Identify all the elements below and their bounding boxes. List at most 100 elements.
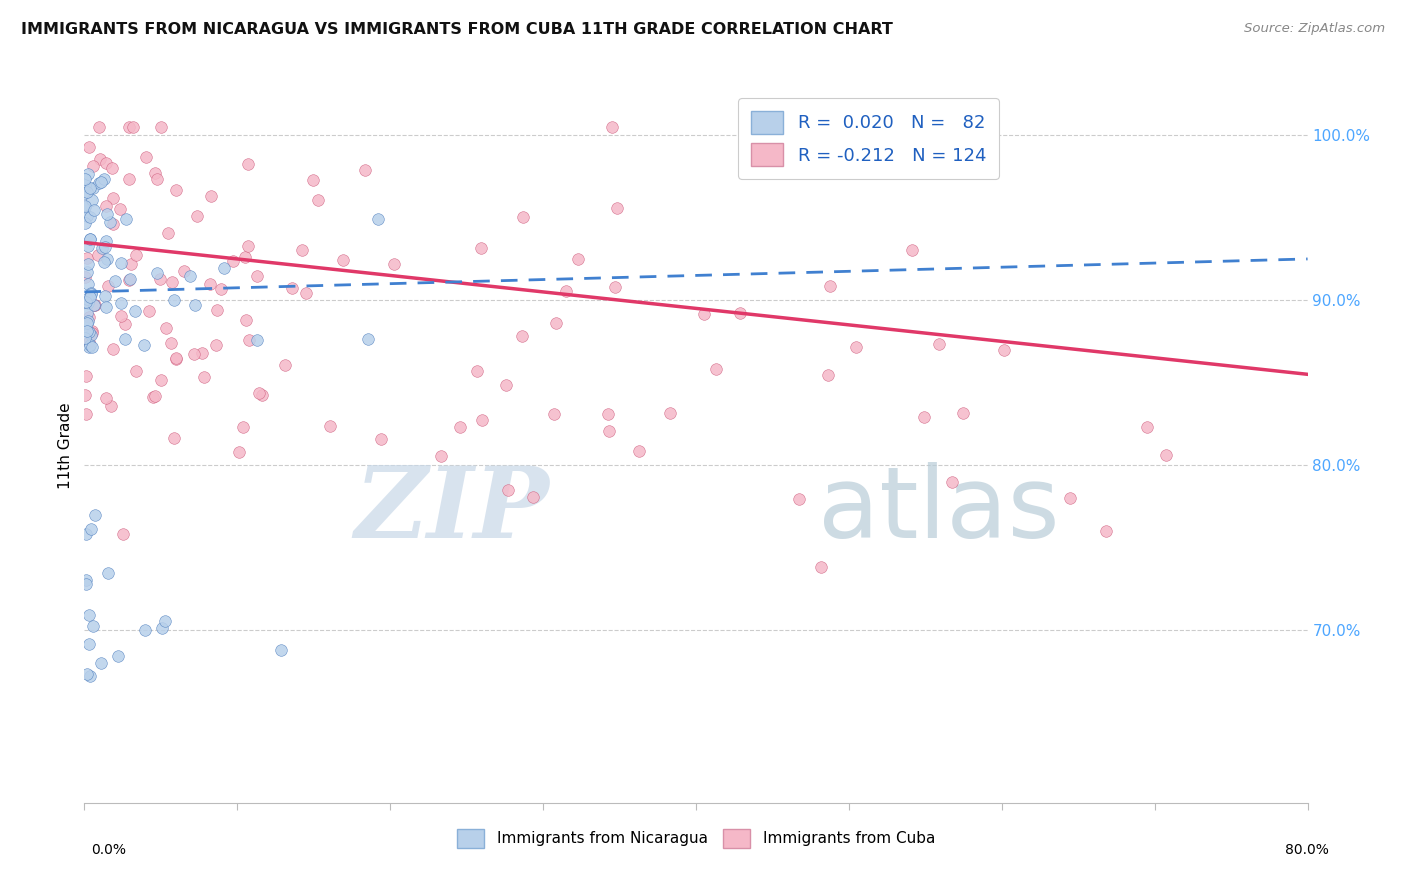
Point [228, 445, 250, 459]
Point [232, 420, 254, 434]
Point [79, 210, 101, 224]
Point [76, 316, 98, 330]
Point [153, 614, 176, 628]
Point [80, 285, 103, 300]
Point [200, 277, 222, 291]
Point [100, 399, 122, 413]
Text: 0.0%: 0.0% [91, 843, 127, 857]
Point [430, 450, 453, 464]
Point [80, 326, 103, 341]
Point [73, 186, 96, 201]
Point [165, 351, 187, 366]
Point [236, 157, 259, 171]
Point [510, 328, 533, 343]
Point [186, 209, 208, 223]
Point [77, 167, 100, 181]
Point [150, 373, 173, 387]
Point [817, 368, 839, 383]
Point [149, 272, 172, 286]
Point [125, 364, 148, 378]
Point [96, 207, 118, 221]
Point [90, 175, 112, 189]
Point [367, 212, 389, 227]
Point [93, 172, 115, 186]
Point [77, 325, 100, 339]
Point [96, 566, 118, 581]
Point [76, 186, 98, 200]
Point [470, 241, 492, 255]
Point [76, 306, 98, 320]
Point [1059, 491, 1081, 505]
Point [606, 201, 628, 215]
Point [183, 298, 205, 312]
Point [247, 385, 270, 400]
Point [120, 257, 142, 271]
Point [75, 388, 97, 402]
Point [93, 255, 115, 269]
Point [810, 560, 832, 574]
Point [114, 317, 136, 331]
Point [73, 171, 96, 186]
Point [79, 290, 101, 304]
Point [79, 337, 101, 351]
Point [75, 527, 97, 541]
Point [252, 388, 274, 402]
Text: atlas: atlas [818, 462, 1060, 558]
Point [183, 347, 205, 361]
Point [135, 151, 157, 165]
Point [238, 333, 260, 347]
Point [357, 332, 380, 346]
Text: ZIP: ZIP [354, 462, 550, 558]
Point [120, 271, 142, 285]
Point [818, 279, 841, 293]
Point [222, 253, 245, 268]
Point [76, 292, 98, 306]
Point [104, 274, 127, 288]
Point [76, 251, 98, 265]
Point [110, 202, 132, 216]
Point [76, 265, 98, 279]
Point [246, 269, 269, 284]
Point [75, 295, 97, 310]
Point [142, 391, 165, 405]
Point [77, 638, 100, 652]
Point [291, 243, 314, 257]
Point [307, 193, 329, 207]
Point [941, 475, 963, 490]
Point [94, 199, 117, 213]
Point [912, 410, 935, 425]
Point [80, 340, 103, 354]
Point [83, 297, 105, 311]
Point [73, 331, 96, 345]
Point [162, 293, 184, 307]
Point [332, 252, 354, 267]
Point [173, 264, 195, 278]
Point [83, 508, 105, 522]
Point [155, 320, 177, 334]
Point [603, 280, 626, 294]
Y-axis label: 11th Grade: 11th Grade [58, 402, 73, 490]
Point [205, 338, 228, 352]
Point [80, 328, 103, 343]
Point [146, 172, 169, 186]
Point [76, 238, 98, 252]
Point [522, 490, 544, 504]
Point [693, 307, 716, 321]
Point [134, 624, 156, 638]
Point [110, 256, 132, 270]
Point [110, 309, 132, 323]
Point [145, 266, 167, 280]
Point [496, 483, 519, 497]
Text: 80.0%: 80.0% [1285, 843, 1329, 857]
Point [150, 621, 173, 635]
Point [160, 276, 183, 290]
Point [598, 425, 620, 439]
Point [75, 408, 97, 422]
Point [91, 241, 114, 255]
Point [75, 577, 97, 591]
Point [122, 120, 145, 134]
Point [163, 431, 186, 445]
Point [200, 188, 222, 202]
Point [94, 240, 117, 254]
Point [98, 215, 121, 229]
